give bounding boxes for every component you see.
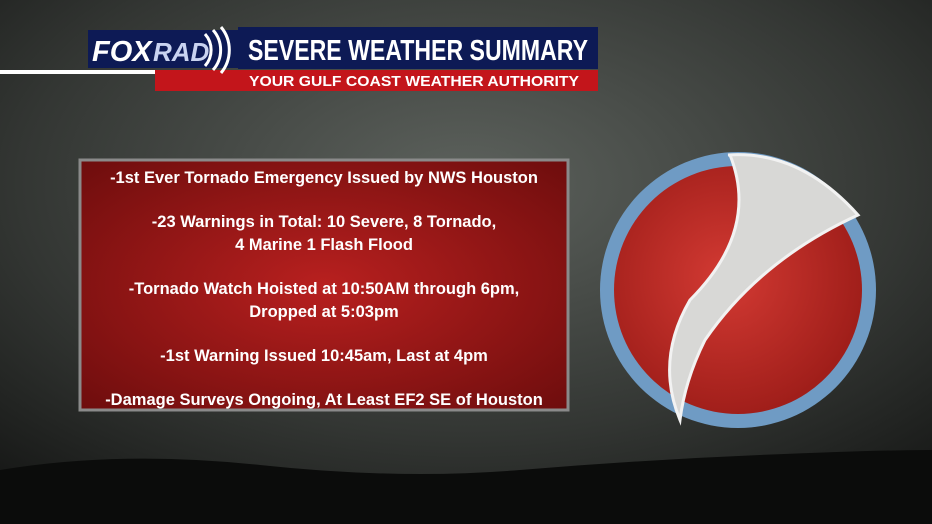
- bullet-line: -Damage Surveys Ongoing, At Least EF2 SE…: [105, 391, 543, 409]
- logo-waves: [203, 26, 231, 74]
- bullet-list: -1st Ever Tornado Emergency Issued by NW…: [105, 169, 543, 409]
- bullet-line: Dropped at 5:03pm: [249, 303, 398, 321]
- title: SEVERE WEATHER SUMMARY: [248, 35, 588, 67]
- logo-bg: [88, 30, 238, 68]
- bullet-line: -23 Warnings in Total: 10 Severe, 8 Torn…: [152, 213, 496, 231]
- logo-fox: FOX: [92, 36, 153, 68]
- emblem: [600, 152, 876, 428]
- horizon: [0, 450, 932, 524]
- subtitle-bar: [155, 70, 598, 91]
- bullet-line: -Tornado Watch Hoisted at 10:50AM throug…: [129, 280, 520, 298]
- bullet-line: 4 Marine 1 Flash Flood: [235, 236, 413, 254]
- title-bar: [238, 27, 598, 69]
- summary-box: [78, 158, 570, 412]
- bullet-line: -1st Warning Issued 10:45am, Last at 4pm: [160, 347, 488, 365]
- bullet-line: -1st Ever Tornado Emergency Issued by NW…: [110, 169, 538, 187]
- logo: FOX RAD: [88, 26, 238, 74]
- header-rule: [0, 70, 160, 74]
- emblem-swirl: [668, 153, 861, 426]
- logo-rad: RAD: [153, 37, 210, 67]
- subtitle: YOUR GULF COAST WEATHER AUTHORITY: [249, 73, 579, 90]
